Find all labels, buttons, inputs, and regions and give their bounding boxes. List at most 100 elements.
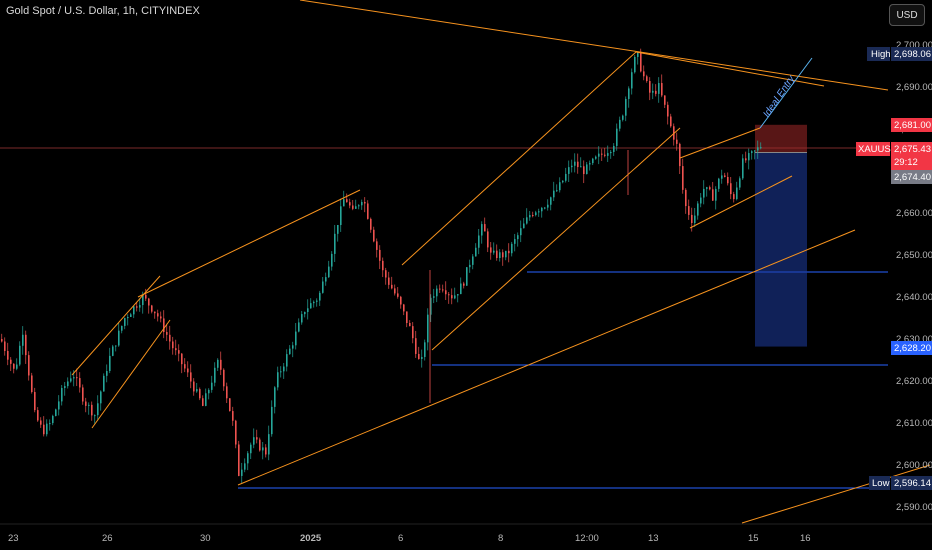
candle-body bbox=[52, 415, 54, 424]
candle-body bbox=[733, 194, 735, 200]
candle-body bbox=[502, 252, 504, 258]
candle-body bbox=[22, 334, 24, 346]
candle-body bbox=[388, 277, 390, 285]
candle-body bbox=[697, 203, 699, 216]
candle-body bbox=[700, 197, 702, 204]
candle-body bbox=[496, 250, 498, 258]
candle-body bbox=[589, 163, 591, 165]
candle-body bbox=[28, 355, 30, 376]
candle-body bbox=[562, 180, 564, 183]
candle-body bbox=[385, 270, 387, 278]
candle-body bbox=[37, 410, 39, 421]
candle-body bbox=[181, 353, 183, 365]
candle-body bbox=[694, 215, 696, 224]
candle-body bbox=[382, 260, 384, 271]
candle-body bbox=[346, 199, 348, 203]
candle-body bbox=[577, 161, 579, 168]
candle-body bbox=[433, 296, 435, 298]
trendline bbox=[401, 51, 637, 266]
candle-body bbox=[682, 166, 684, 190]
candle-body bbox=[46, 423, 48, 435]
position-tool bbox=[755, 124, 807, 347]
y-tick-label: 2,650.00 bbox=[896, 250, 932, 261]
entry-value: 2,674.40 bbox=[894, 172, 931, 183]
ideal-entry-arrow[interactable] bbox=[759, 57, 813, 129]
candle-body bbox=[235, 420, 237, 445]
candle-body bbox=[544, 207, 546, 209]
candle-body bbox=[64, 386, 66, 388]
y-tick-label: 2,660.00 bbox=[896, 208, 932, 219]
candle-body bbox=[316, 300, 318, 302]
candle-body bbox=[466, 267, 468, 286]
candle-body bbox=[184, 364, 186, 369]
candle-body bbox=[421, 356, 423, 359]
candle-body bbox=[73, 377, 75, 379]
trendline bbox=[91, 319, 171, 429]
candle-body bbox=[619, 119, 621, 129]
candle-body bbox=[541, 207, 543, 212]
candle-body bbox=[424, 342, 426, 357]
candle-body bbox=[313, 301, 315, 304]
candle-body bbox=[298, 322, 300, 332]
candle-body bbox=[355, 206, 357, 209]
candle-body bbox=[604, 154, 606, 156]
candle-body bbox=[274, 387, 276, 407]
candle-body bbox=[214, 367, 216, 383]
candle-body bbox=[574, 161, 576, 166]
candle-body bbox=[292, 345, 294, 349]
trendlines bbox=[71, 0, 931, 524]
candle-body bbox=[325, 277, 327, 282]
candle-body bbox=[535, 212, 537, 216]
candle-body bbox=[367, 203, 369, 219]
candle-body bbox=[691, 214, 693, 224]
candle-body bbox=[628, 88, 630, 99]
candle-body bbox=[601, 153, 603, 155]
candle-body bbox=[727, 176, 729, 184]
candle-body bbox=[451, 295, 453, 299]
candle-body bbox=[103, 375, 105, 392]
low-value: 2,596.14 bbox=[894, 478, 931, 489]
x-tick-label: 6 bbox=[398, 533, 403, 544]
candle-body bbox=[511, 243, 513, 254]
candle-body bbox=[517, 235, 519, 240]
candle-body bbox=[493, 250, 495, 253]
candle-body bbox=[58, 401, 60, 410]
candle-body bbox=[529, 215, 531, 218]
candle-body bbox=[655, 90, 657, 94]
x-tick-label: 8 bbox=[498, 533, 503, 544]
candle-body bbox=[304, 311, 306, 315]
candle-body bbox=[475, 247, 477, 257]
candle-body bbox=[739, 178, 741, 188]
candle-body bbox=[4, 341, 6, 351]
candle-body bbox=[178, 350, 180, 354]
candle-body bbox=[469, 264, 471, 268]
candle-body bbox=[499, 252, 501, 258]
x-tick-label: 23 bbox=[8, 533, 19, 544]
y-tick-label: 2,690.00 bbox=[896, 82, 932, 93]
candle-body bbox=[676, 139, 678, 144]
candle-body bbox=[352, 205, 354, 209]
candle-body bbox=[271, 406, 273, 435]
candle-body bbox=[748, 153, 750, 161]
candle-body bbox=[211, 382, 213, 390]
candle-body bbox=[622, 115, 624, 120]
candle-body bbox=[559, 182, 561, 191]
candle-body bbox=[160, 316, 162, 319]
candle-body bbox=[1, 339, 3, 342]
candle-body bbox=[130, 314, 132, 317]
candle-body bbox=[49, 423, 51, 425]
candle-body bbox=[439, 288, 441, 290]
candle-body bbox=[631, 72, 633, 89]
candle-body bbox=[31, 375, 33, 393]
candle-body bbox=[391, 284, 393, 289]
candle-body bbox=[124, 318, 126, 326]
candle-body bbox=[286, 354, 288, 367]
currency-button[interactable]: USD bbox=[889, 4, 925, 26]
candle-body bbox=[187, 368, 189, 373]
candle-body bbox=[409, 322, 411, 327]
candle-body bbox=[709, 187, 711, 190]
candle-body bbox=[400, 296, 402, 305]
price-axis: 2,590.00 2,600.00 2,610.00 2,620.00 2,630.00… bbox=[896, 40, 932, 513]
candle-body bbox=[148, 298, 150, 306]
